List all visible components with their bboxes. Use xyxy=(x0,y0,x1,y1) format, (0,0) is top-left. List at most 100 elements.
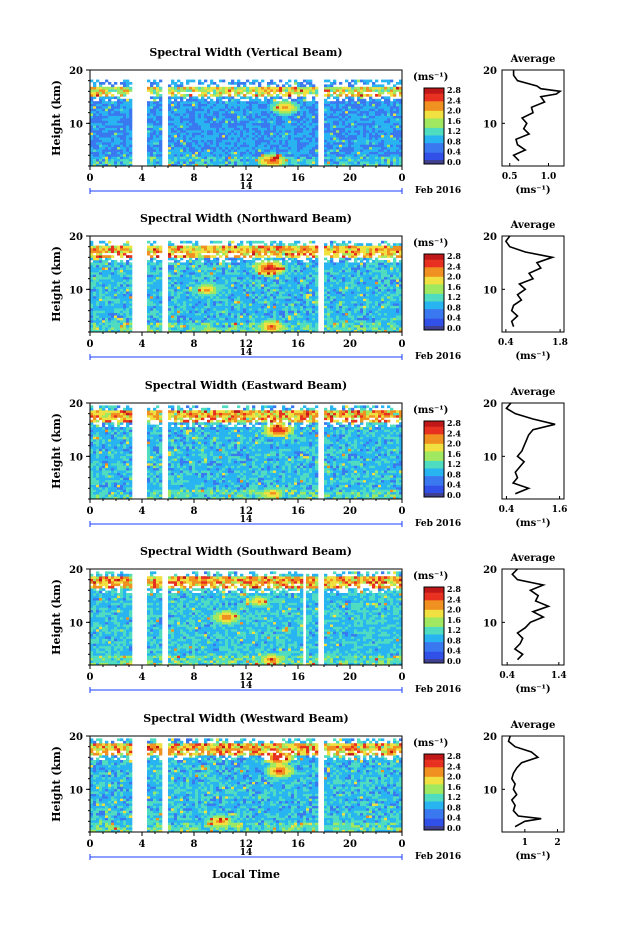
heatmap-cell xyxy=(366,300,370,304)
heatmap-cell xyxy=(255,324,259,328)
heatmap-cell xyxy=(252,79,256,83)
heatmap-cells xyxy=(90,79,403,167)
heatmap-cell xyxy=(297,317,301,321)
heatmap-cell xyxy=(312,296,316,299)
heatmap-cell xyxy=(171,125,175,128)
heatmap-cell xyxy=(345,161,349,164)
heatmap-cell xyxy=(171,146,175,150)
heatmap-cell xyxy=(228,293,232,297)
heatmap-cell xyxy=(345,89,349,92)
heatmap-cell xyxy=(216,310,220,314)
heatmap-cell xyxy=(192,122,196,126)
heatmap-cell xyxy=(171,288,175,292)
heatmap-cell xyxy=(297,312,301,316)
heatmap-cell xyxy=(168,322,172,326)
heatmap-cell xyxy=(177,298,181,302)
heatmap-cell xyxy=(147,300,151,304)
heatmap-cell xyxy=(171,151,175,155)
heatmap-cell xyxy=(93,315,97,318)
heatmap-cell xyxy=(399,146,403,150)
heatmap-cell xyxy=(114,156,118,160)
heatmap-cell xyxy=(105,154,109,157)
heatmap-cell xyxy=(360,151,364,155)
heatmap-cell xyxy=(288,122,292,126)
heatmap-cell xyxy=(399,106,403,109)
heatmap-cell xyxy=(153,110,157,114)
heatmap-cell xyxy=(243,89,247,92)
heatmap-cell xyxy=(315,315,319,318)
heatmap-cell xyxy=(396,300,400,304)
heatmap-cell xyxy=(186,106,190,109)
heatmap-cell xyxy=(378,305,382,309)
heatmap-cell xyxy=(336,312,340,316)
heatmap-cell xyxy=(198,110,202,114)
heatmap-cell xyxy=(213,158,217,162)
heatmap-cell xyxy=(330,142,334,145)
heatmap-cell xyxy=(222,161,226,164)
heatmap-cell xyxy=(261,91,265,95)
heatmap-cell xyxy=(159,115,163,119)
heatmap-cell xyxy=(369,98,373,102)
heatmap-cell xyxy=(117,120,121,124)
heatmap-cell xyxy=(246,320,250,323)
heatmap-cell xyxy=(306,315,310,318)
heatmap-cell xyxy=(219,106,223,109)
heatmap-cell xyxy=(90,322,94,326)
heatmap-cell xyxy=(351,158,355,162)
heatmap-cell xyxy=(357,293,361,297)
heatmap-cell xyxy=(372,296,376,299)
heatmap-cell xyxy=(381,288,385,292)
heatmap-cell xyxy=(210,113,214,116)
heatmap-cell xyxy=(267,317,271,321)
heatmap-cell xyxy=(90,317,94,321)
heatmap-cell xyxy=(339,101,343,104)
heatmap-cell xyxy=(309,327,313,330)
heatmap-cell xyxy=(93,298,97,302)
heatmap-cell xyxy=(213,91,217,95)
heatmap-cell xyxy=(123,320,127,323)
heatmap-cell xyxy=(243,113,247,116)
heatmap-cell xyxy=(159,101,163,104)
heatmap-cell xyxy=(234,146,238,150)
heatmap-cell xyxy=(348,120,352,124)
heatmap-cell xyxy=(237,134,241,138)
heatmap-cell xyxy=(147,144,151,148)
heatmap-cell xyxy=(180,146,184,150)
heatmap-cell xyxy=(291,300,295,304)
heatmap-cell xyxy=(366,94,370,97)
heatmap-cell xyxy=(312,315,316,318)
heatmap-cell xyxy=(339,298,343,302)
heatmap-cell xyxy=(297,110,301,114)
heatmap-cell xyxy=(327,156,331,160)
heatmap-cell xyxy=(189,142,193,145)
heatmap-cell xyxy=(273,288,277,292)
heatmap-cell xyxy=(285,310,289,314)
heatmap-cell xyxy=(327,322,331,326)
heatmap-cell xyxy=(210,327,214,330)
heatmap-cell xyxy=(156,89,160,92)
x-tick-label: 4 xyxy=(139,173,146,184)
heatmap-cell xyxy=(396,125,400,128)
heatmap-cell xyxy=(234,132,238,136)
heatmap-cell xyxy=(267,127,271,131)
heatmap-cell xyxy=(267,315,271,318)
heatmap-cell xyxy=(264,134,268,138)
heatmap-cell xyxy=(231,82,235,85)
heatmap-cell xyxy=(126,156,130,160)
heatmap-cell xyxy=(315,149,319,152)
heatmap-cell xyxy=(231,108,235,112)
heatmap-cell xyxy=(180,156,184,160)
heatmap-cell xyxy=(282,98,286,102)
heatmap-cell xyxy=(249,91,253,95)
heatmap-cell xyxy=(255,151,259,155)
heatmap-cell xyxy=(189,151,193,155)
heatmap-cell xyxy=(252,156,256,160)
heatmap-cell xyxy=(324,327,328,330)
heatmap-cell xyxy=(243,296,247,299)
heatmap-cell xyxy=(381,91,385,95)
heatmap-cell xyxy=(309,308,313,311)
heatmap-cell xyxy=(297,291,301,294)
heatmap-cell xyxy=(159,303,163,306)
heatmap-cell xyxy=(390,327,394,330)
heatmap-cell xyxy=(189,98,193,102)
